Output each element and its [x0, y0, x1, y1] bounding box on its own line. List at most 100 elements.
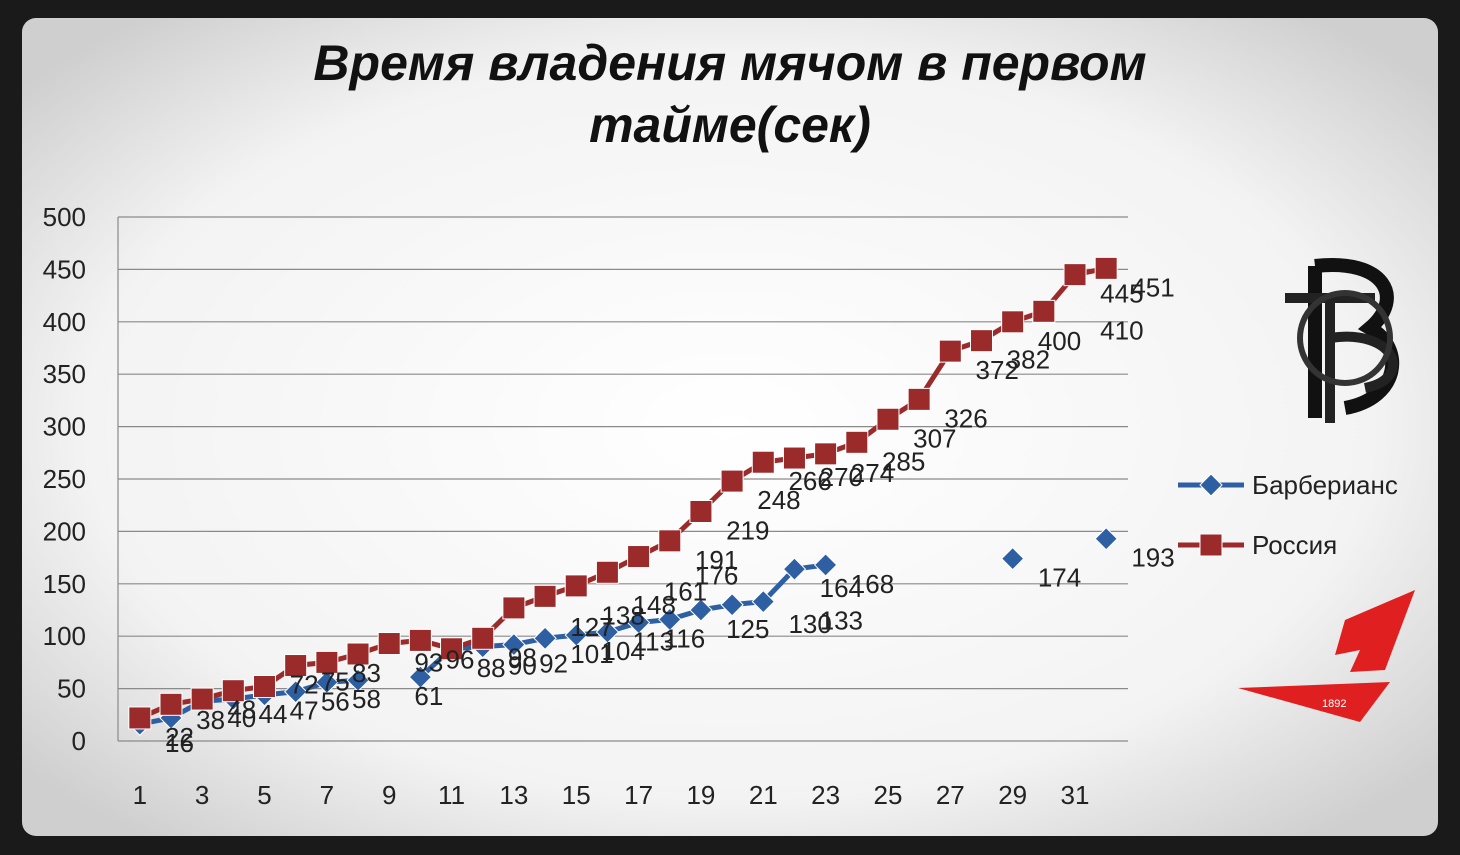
data-point [689, 499, 713, 523]
data-label: 48 [227, 695, 256, 725]
data-point [1063, 263, 1087, 287]
data-point [440, 637, 464, 661]
data-label: 451 [1131, 272, 1174, 302]
data-label: 326 [944, 403, 987, 433]
y-tick-label: 150 [43, 569, 86, 599]
data-label: 266 [788, 466, 831, 496]
data-point [938, 339, 962, 363]
data-point [408, 665, 433, 689]
grid-layer [118, 216, 1128, 742]
data-label: 40 [227, 703, 256, 733]
y-tick-label: 200 [43, 516, 86, 546]
data-label: 307 [913, 423, 956, 453]
data-point [315, 650, 339, 674]
data-point [1199, 473, 1223, 497]
y-tick-label: 50 [57, 674, 86, 704]
data-point [845, 430, 869, 454]
y-tick-label: 250 [43, 464, 86, 494]
data-point [128, 706, 152, 730]
data-label: 116 [664, 623, 705, 653]
data-label: 56 [321, 686, 350, 716]
data-point [1032, 299, 1056, 323]
data-point [595, 620, 620, 644]
red-logo: 1892 [1238, 590, 1415, 722]
data-point [283, 680, 308, 704]
data-label: 58 [352, 684, 381, 714]
y-tick-label: 0 [72, 726, 86, 756]
data-label: 72 [290, 670, 319, 700]
data-label: 274 [851, 458, 894, 488]
x-tick-label: 25 [874, 780, 903, 810]
y-tick-label: 500 [43, 202, 86, 232]
x-tick-label: 17 [624, 780, 653, 810]
data-label: 127 [570, 612, 613, 642]
data-label: 22 [165, 722, 194, 752]
data-label: 148 [633, 590, 676, 620]
data-point [813, 553, 838, 577]
data-point [221, 679, 245, 703]
data-label: 133 [820, 606, 863, 636]
x-tick-label: 5 [257, 780, 271, 810]
data-point [689, 598, 713, 622]
data-label: 83 [352, 658, 381, 688]
data-label: 400 [1038, 326, 1081, 356]
data-label: 92 [539, 649, 568, 679]
data-point [471, 626, 495, 650]
data-label: 219 [726, 515, 769, 545]
data-point [907, 387, 931, 411]
data-label: 164 [820, 573, 863, 603]
y-tick-label: 300 [43, 412, 86, 442]
data-point [627, 545, 651, 569]
data-label: 101 [570, 639, 613, 669]
data-label: 410 [1100, 315, 1143, 345]
data-label: 130 [788, 609, 831, 639]
data-point [346, 642, 370, 666]
data-point [190, 687, 214, 711]
chart-title: Время владения мячом в первом тайме(сек) [313, 35, 1147, 153]
y-tick-label: 350 [43, 359, 86, 389]
data-label: 113 [633, 627, 674, 657]
data-label: 16 [165, 728, 194, 758]
x-tick-label: 23 [811, 780, 840, 810]
data-point [658, 607, 682, 632]
data-label: 75 [321, 666, 350, 696]
data-point [782, 557, 807, 581]
data-label: 382 [1007, 345, 1050, 375]
data-label: 104 [601, 636, 644, 666]
data-label: 47 [290, 696, 319, 726]
data-point [564, 574, 588, 598]
x-tick-label: 29 [998, 780, 1027, 810]
x-tick-label: 21 [749, 780, 778, 810]
series-1 [128, 256, 1118, 730]
data-label: 61 [414, 681, 443, 711]
data-label: 174 [1038, 563, 1081, 593]
x-tick-label: 11 [438, 780, 465, 810]
data-point [1094, 527, 1118, 551]
data-label: 445 [1100, 279, 1143, 309]
data-label: 161 [664, 576, 707, 606]
data-label: 285 [882, 446, 925, 476]
data-label: 138 [601, 600, 644, 630]
data-label: 93 [414, 648, 443, 678]
x-tick-label: 31 [1061, 780, 1090, 810]
data-point [1094, 256, 1118, 280]
red-logo-text: 1892 [1322, 698, 1346, 710]
data-point [315, 670, 339, 695]
series-layer [128, 256, 1118, 736]
data-label: 90 [508, 651, 537, 681]
data-point [502, 632, 526, 657]
data-point [751, 589, 775, 614]
data-point [408, 628, 432, 652]
data-point [564, 623, 588, 647]
data-label: 248 [757, 485, 800, 515]
data-point [377, 632, 401, 656]
data-label: 372 [975, 355, 1018, 385]
data-label: 270 [820, 462, 863, 492]
data-point [751, 450, 775, 474]
data-point [720, 469, 744, 493]
data-point [159, 692, 183, 716]
data-label: 38 [196, 705, 225, 735]
data-point [533, 584, 557, 608]
